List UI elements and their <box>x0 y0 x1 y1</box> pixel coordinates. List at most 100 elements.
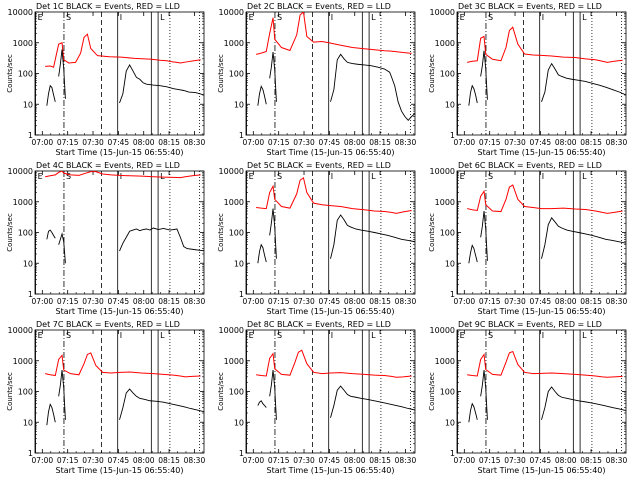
events-series-line <box>58 49 66 99</box>
y-tick-label: 1000 <box>435 39 455 48</box>
y-axis-label: Counts/sec <box>217 213 225 252</box>
panel-det-7: Det 7C BLACK = Events, RED = LLD11010010… <box>6 320 206 475</box>
y-tick-label: 100 <box>440 70 455 79</box>
y-axis-label: Counts/sec <box>217 372 225 411</box>
x-tick-label: 07:30 <box>82 297 104 306</box>
x-tick-label: 07:15 <box>268 456 290 465</box>
time-marker-label: L <box>582 13 587 22</box>
x-tick-label: 08:30 <box>184 456 206 465</box>
x-tick-label: 07:00 <box>243 138 265 147</box>
x-axis-label: Start Time (15-Jun-15 06:55:40) <box>267 466 395 475</box>
panel-title: Det 5C BLACK = Events, RED = LLD <box>247 161 391 170</box>
y-tick-label: 1 <box>28 449 33 458</box>
events-series-line <box>480 369 488 420</box>
y-tick-label: 10 <box>445 100 455 109</box>
y-tick-label: 100 <box>18 70 33 79</box>
x-tick-label: 08:30 <box>606 138 628 147</box>
time-marker-label: S <box>488 331 493 340</box>
time-marker-label: L <box>160 331 165 340</box>
panel-det-4: Det 4C BLACK = Events, RED = LLD11010010… <box>6 161 246 316</box>
y-tick-label: 10000 <box>8 326 33 335</box>
events-series-line <box>269 208 277 259</box>
y-tick-label: 10 <box>23 418 33 427</box>
events-series-line <box>46 403 56 426</box>
panel-det-1: Det 1C BLACK = Events, RED = LLD 1 10 100 10… <box>6 2 205 157</box>
series-group <box>467 350 626 423</box>
y-tick-label: 10000 <box>430 8 455 17</box>
events-series-line <box>119 388 204 420</box>
time-marker-label: I <box>120 172 122 181</box>
events-series-line <box>58 369 66 420</box>
y-tick-label: 10000 <box>430 326 455 335</box>
time-marker-label: L <box>371 172 376 181</box>
time-marker-label: E <box>38 172 43 181</box>
events-series-line <box>257 243 267 264</box>
events-series-line <box>468 402 478 423</box>
x-axis-label: Start Time (15-Jun-15 06:55:40) <box>478 466 606 475</box>
x-tick-label: 07:00 <box>32 456 54 465</box>
events-series-line <box>234 253 246 256</box>
time-marker-label: S <box>488 172 493 181</box>
time-marker-label: E <box>249 331 254 340</box>
x-tick-label: 08:15 <box>158 456 180 465</box>
x-tick-label: 08:30 <box>395 138 417 147</box>
y-tick-label: 1000 <box>13 198 33 207</box>
lld-series-line <box>256 176 412 214</box>
series-group <box>45 352 204 426</box>
y-tick-label: 1000 <box>224 198 244 207</box>
events-series-line <box>46 229 56 240</box>
y-tick-label: 1 <box>239 290 244 299</box>
time-marker-label: L <box>582 172 587 181</box>
x-tick-label: 08:00 <box>344 138 366 147</box>
x-tick-label: 08:30 <box>606 456 628 465</box>
x-tick-label: 08:15 <box>580 297 602 306</box>
time-marker-label: E <box>38 13 43 22</box>
series-group <box>256 176 415 264</box>
x-axis-label: Start Time (15-Jun-15 06:55:40) <box>267 307 395 316</box>
x-tick-label: 07:15 <box>479 297 501 306</box>
x-tick-label: 07:30 <box>504 456 526 465</box>
x-tick-label: 07:45 <box>319 456 341 465</box>
y-tick-label: 1 <box>28 290 33 299</box>
x-tick-label: 07:00 <box>454 456 476 465</box>
time-marker-label: E <box>249 13 254 22</box>
x-tick-label: 08:15 <box>369 138 391 147</box>
x-tick-label: 08:00 <box>133 138 155 147</box>
x-tick-label: 08:00 <box>555 297 577 306</box>
series-group <box>467 26 626 106</box>
x-tick-label: 07:45 <box>108 138 130 147</box>
y-tick-label: 10000 <box>219 8 244 17</box>
plot-frame <box>245 11 416 136</box>
time-marker-label: E <box>38 331 43 340</box>
y-tick-label: 1000 <box>435 198 455 207</box>
x-tick-label: 08:15 <box>369 297 391 306</box>
y-tick-label: 10 <box>23 259 33 268</box>
y-tick-label: 1000 <box>13 357 33 366</box>
x-tick-label: 07:45 <box>108 297 130 306</box>
plot-frame <box>456 170 627 295</box>
plot-frame <box>456 11 627 136</box>
events-series-line <box>468 84 478 106</box>
y-tick-label: 100 <box>440 388 455 397</box>
y-axis-label: Counts/sec <box>6 372 14 411</box>
y-tick-label: 1 <box>28 131 33 140</box>
y-tick-label: 100 <box>229 70 244 79</box>
y-tick-label: 100 <box>18 388 33 397</box>
panel-det-9: Det 9C BLACK = Events, RED = LLD 1 10 100 10… <box>428 320 628 475</box>
time-marker-label: S <box>66 13 71 22</box>
time-marker-label: I <box>542 13 544 22</box>
y-tick-label: 10 <box>234 259 244 268</box>
x-axis-label: Start Time (15-Jun-15 06:55:40) <box>56 466 184 475</box>
events-series-line <box>541 217 626 259</box>
x-tick-label: 08:15 <box>580 138 602 147</box>
x-axis-label: Start Time (15-Jun-15 06:55:40) <box>56 148 184 157</box>
x-tick-label: 08:30 <box>395 297 417 306</box>
y-tick-label: 10 <box>445 259 455 268</box>
y-axis-label: Counts/sec <box>217 54 225 93</box>
events-series-line <box>257 85 267 106</box>
time-marker-label: S <box>277 172 282 181</box>
x-tick-label: 07:15 <box>268 138 290 147</box>
events-series-line <box>445 412 457 415</box>
time-marker-label: I <box>120 331 122 340</box>
